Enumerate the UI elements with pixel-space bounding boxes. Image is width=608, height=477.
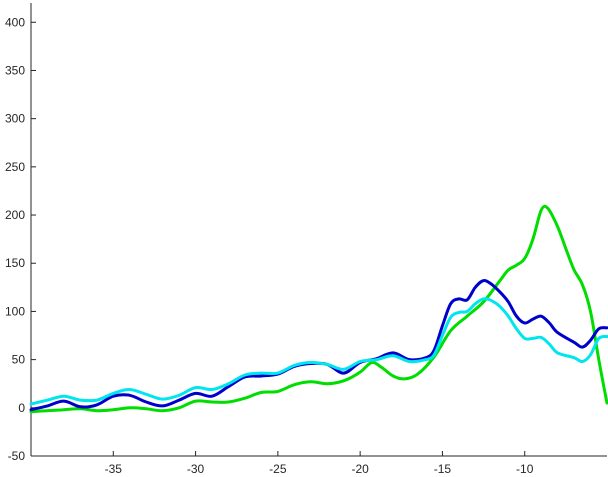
y-tick-label: 0 [18, 401, 25, 415]
x-tick-label: -15 [434, 462, 452, 476]
y-tick-label: 200 [5, 208, 25, 222]
y-tick-label: 100 [5, 304, 25, 318]
series-lines [29, 204, 608, 414]
series-line-1 [29, 204, 608, 414]
y-tick-label: -50 [8, 449, 26, 463]
y-tick-label: 400 [5, 15, 25, 29]
x-tick-label: -20 [351, 462, 369, 476]
x-tick-label: -10 [516, 462, 534, 476]
x-tick-label: -30 [187, 462, 205, 476]
x-tick-label: -25 [269, 462, 287, 476]
series-line-3 [29, 297, 608, 406]
y-tick-label: 350 [5, 63, 25, 77]
y-tick-label: 250 [5, 160, 25, 174]
y-tick-label: 50 [12, 353, 26, 367]
series-line-2 [29, 279, 608, 412]
y-tick-label: 300 [5, 112, 25, 126]
axes: -50 0 50 100 150 200 250 300 350 400 -35 -30 -25 -20 -… [5, 3, 607, 476]
x-tick-label: -35 [105, 462, 123, 476]
y-tick-label: 150 [5, 256, 25, 270]
